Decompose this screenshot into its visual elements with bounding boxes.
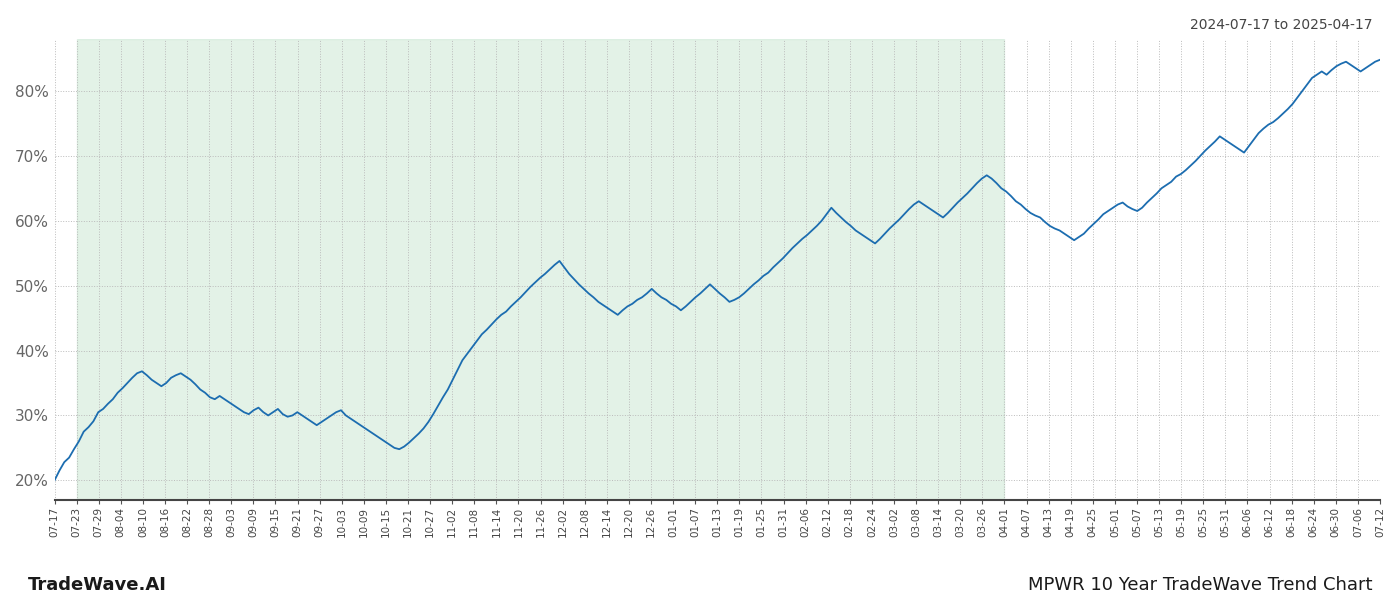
Text: TradeWave.AI: TradeWave.AI (28, 576, 167, 594)
Text: 2024-07-17 to 2025-04-17: 2024-07-17 to 2025-04-17 (1190, 18, 1372, 32)
Text: MPWR 10 Year TradeWave Trend Chart: MPWR 10 Year TradeWave Trend Chart (1028, 576, 1372, 594)
Bar (77, 39, 1004, 500)
